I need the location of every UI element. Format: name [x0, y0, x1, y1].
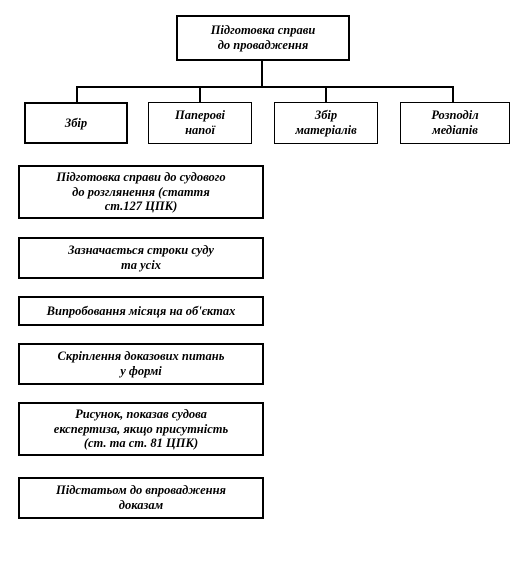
- node-s2: Зазначається строки суду та усіх: [18, 237, 264, 279]
- node-label-s2: Зазначається строки суду та усіх: [20, 243, 262, 273]
- node-s1: Підготовка справи до судового до розглян…: [18, 165, 264, 219]
- connector-c-root-h: [76, 86, 454, 88]
- node-label-n2: Паперові напої: [149, 108, 251, 138]
- connector-c-n4-v: [452, 86, 454, 102]
- node-label-n4: Розподіл медіапів: [401, 108, 509, 138]
- node-root: Підготовка справи до провадження: [176, 15, 350, 61]
- node-label-s1: Підготовка справи до судового до розглян…: [20, 170, 262, 214]
- node-s3: Випробовання місяця на об'єктах: [18, 296, 264, 326]
- node-n2: Паперові напої: [148, 102, 252, 144]
- node-label-n3: Збір матеріалів: [275, 108, 377, 138]
- node-s5: Рисунок, показав судова експертиза, якщо…: [18, 402, 264, 456]
- connector-c-n1-v: [76, 86, 78, 102]
- node-label-s6: Підстатьом до впровадження доказам: [20, 483, 262, 513]
- connector-c-n3-v: [325, 86, 327, 102]
- node-n1: Збір: [24, 102, 128, 144]
- node-s6: Підстатьом до впровадження доказам: [18, 477, 264, 519]
- node-label-s4: Скріплення доказових питань у формі: [20, 349, 262, 379]
- node-label-s5: Рисунок, показав судова експертиза, якщо…: [20, 407, 262, 451]
- node-n3: Збір матеріалів: [274, 102, 378, 144]
- node-label-s3: Випробовання місяця на об'єктах: [20, 304, 262, 319]
- node-label-root: Підготовка справи до провадження: [178, 23, 348, 53]
- node-label-n1: Збір: [26, 116, 126, 131]
- node-s4: Скріплення доказових питань у формі: [18, 343, 264, 385]
- connector-c-root-v: [261, 61, 263, 86]
- node-n4: Розподіл медіапів: [400, 102, 510, 144]
- connector-c-n2-v: [199, 86, 201, 102]
